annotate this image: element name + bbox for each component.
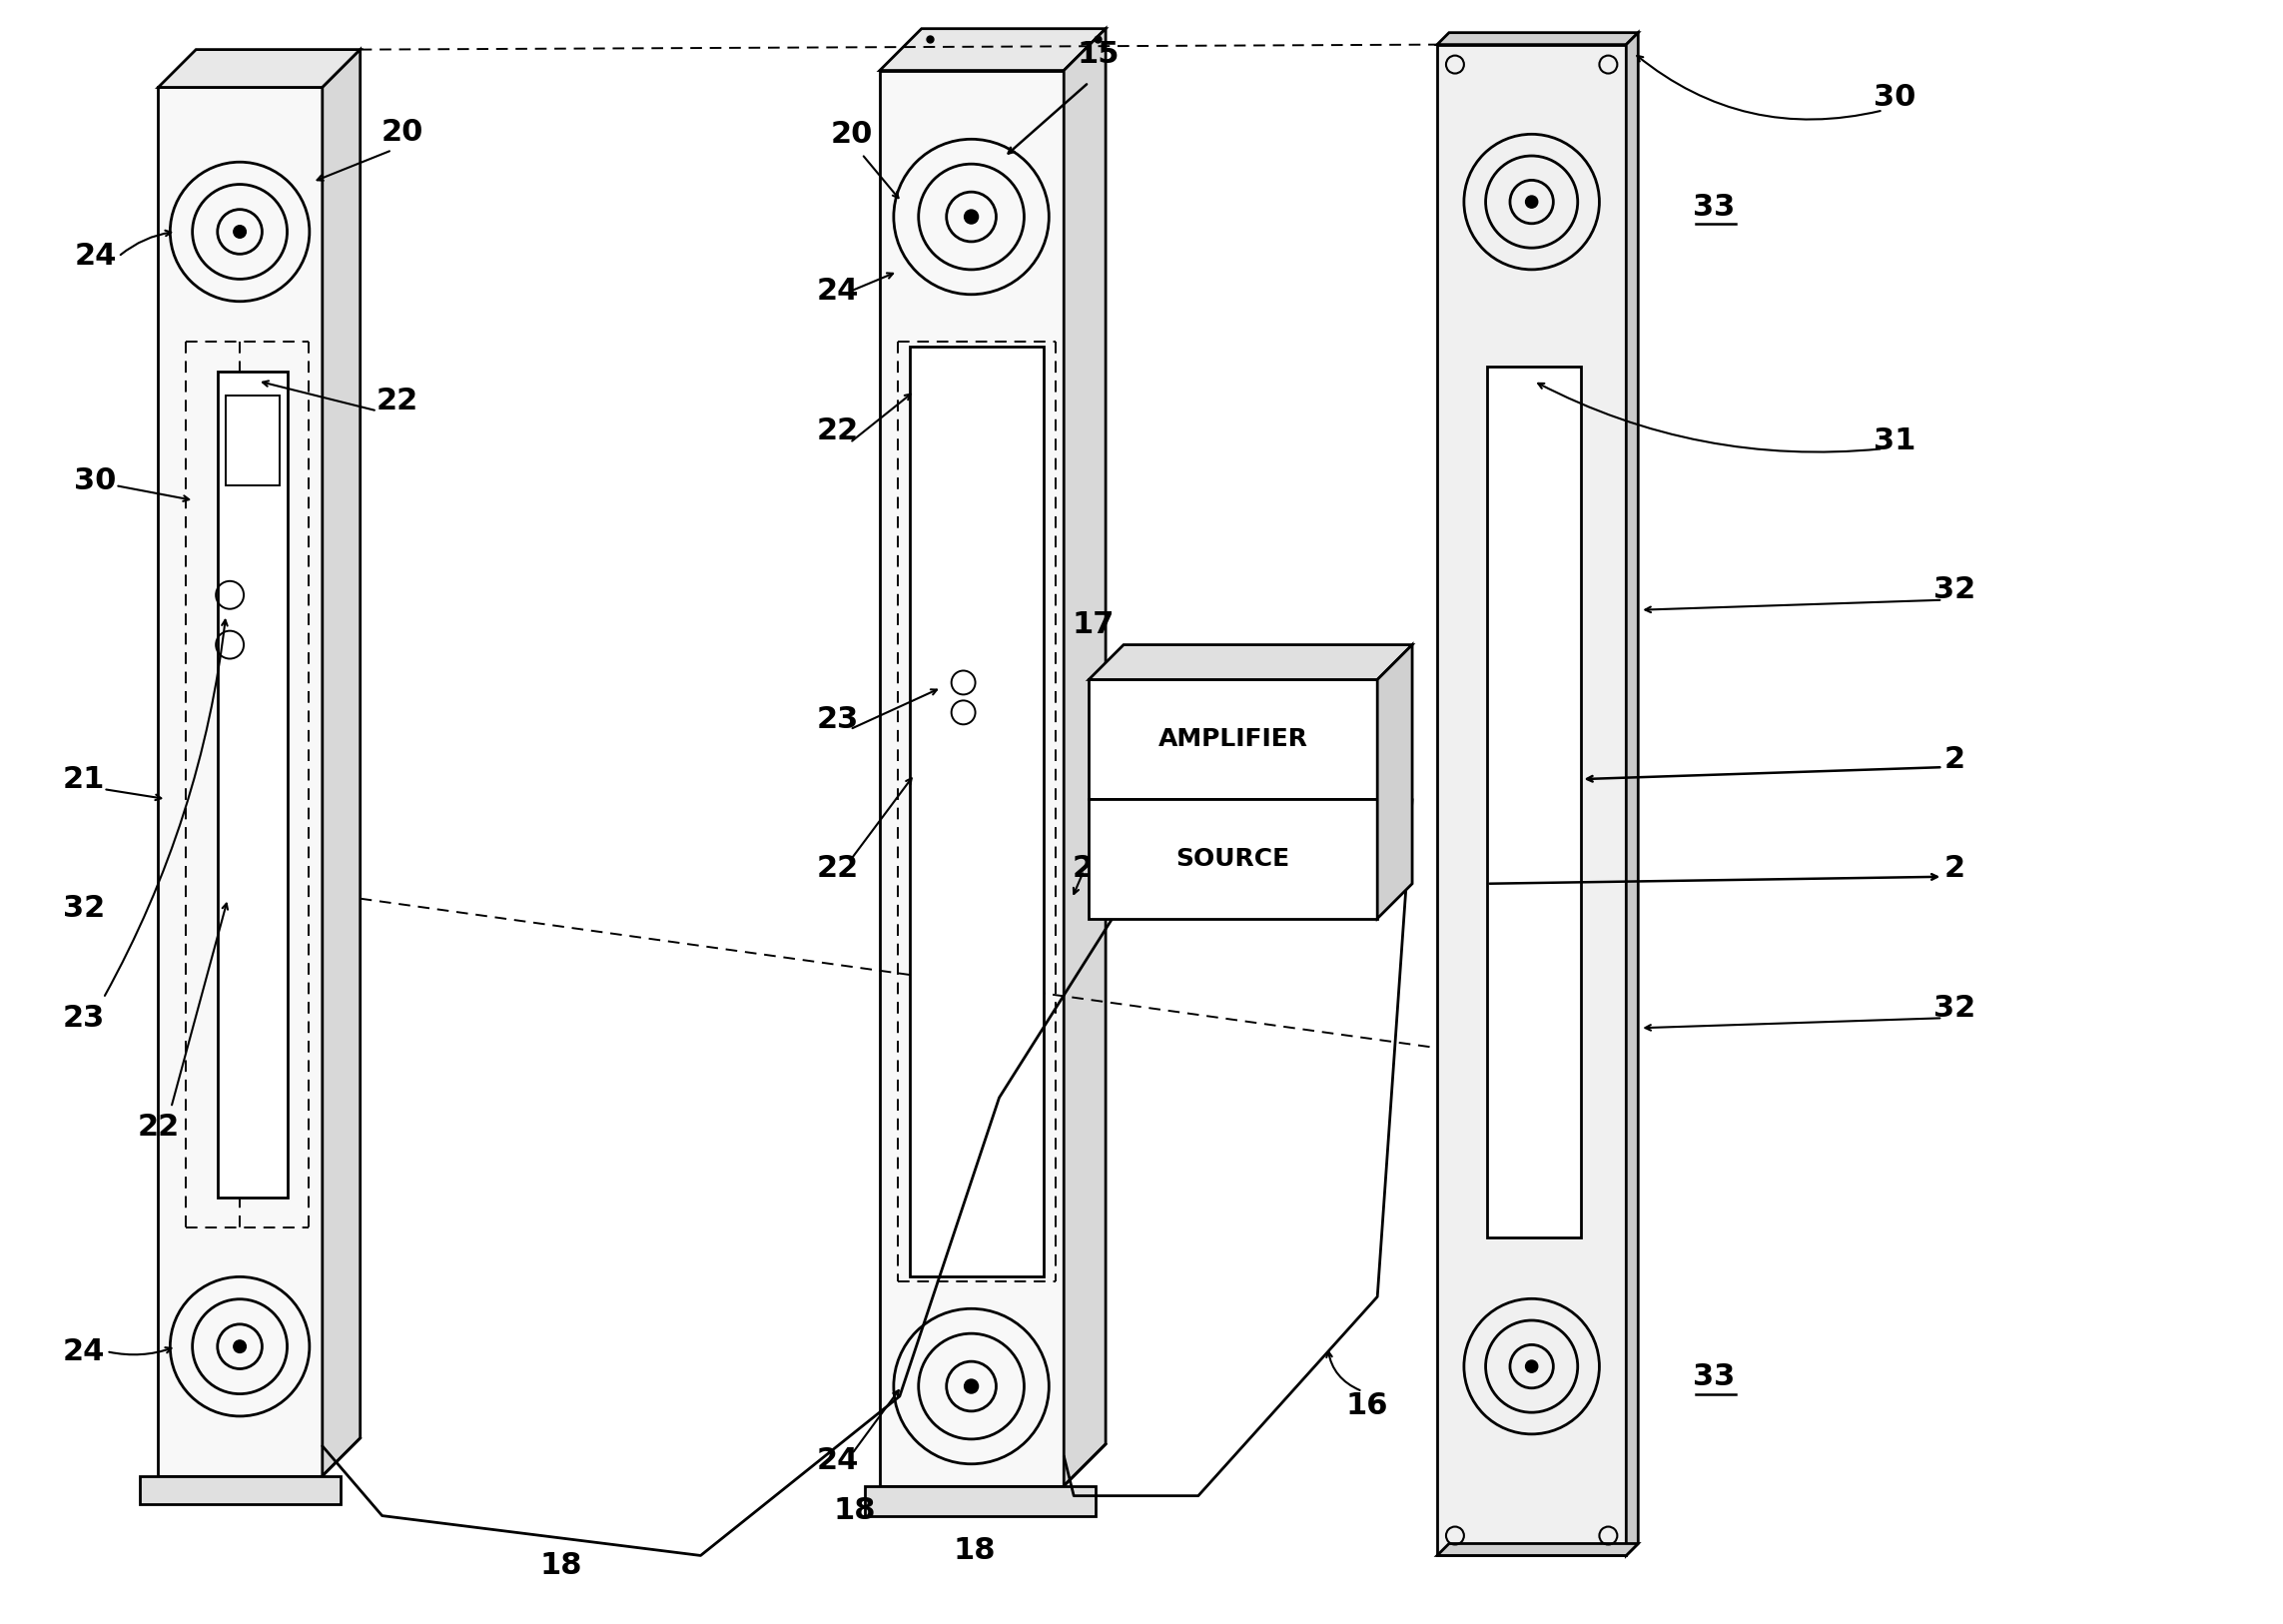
Text: 18: 18 [541,1551,582,1580]
Bar [1436,44,1625,1556]
Text: 17: 17 [1073,611,1114,640]
Text: 23: 23 [62,1004,105,1033]
Text: 24: 24 [62,1337,105,1366]
Text: 32: 32 [62,895,105,922]
Text: 22: 22 [377,387,418,416]
Text: 33: 33 [1692,1363,1735,1390]
Bar [909,346,1043,1276]
Text: 22: 22 [817,416,858,445]
Text: 24: 24 [817,278,858,305]
Text: 24: 24 [75,242,116,271]
Polygon shape [1089,645,1413,679]
Text: 33: 33 [1692,192,1735,221]
Text: 30: 30 [75,466,116,495]
Text: 16: 16 [1347,1392,1388,1421]
Text: 2: 2 [1945,854,1966,883]
Circle shape [963,209,979,224]
Polygon shape [158,50,361,88]
Text: 32: 32 [1934,994,1975,1023]
Bar [1089,799,1377,919]
Polygon shape [1436,32,1639,44]
Polygon shape [1625,32,1639,1556]
Bar [1089,679,1377,799]
Text: 32: 32 [1934,575,1975,604]
Polygon shape [1377,645,1413,919]
Text: 18: 18 [833,1496,877,1525]
Polygon shape [1436,1543,1639,1556]
Text: 30: 30 [1874,83,1915,112]
Circle shape [233,226,247,239]
Text: AMPLIFIER: AMPLIFIER [1157,728,1308,752]
Bar [1486,365,1582,1237]
Bar [158,88,322,1476]
Text: 22: 22 [817,854,858,883]
Text: 21: 21 [62,765,105,794]
Text: 20: 20 [381,117,422,146]
Text: 15: 15 [1078,41,1121,68]
Circle shape [233,1340,247,1353]
Text: 21: 21 [1073,854,1114,883]
Text: 20: 20 [831,120,872,149]
Bar [226,396,279,486]
Polygon shape [322,50,361,1476]
Circle shape [1525,1361,1539,1372]
Text: 22: 22 [137,1112,180,1142]
Circle shape [1525,197,1539,208]
Circle shape [963,1379,979,1393]
Text: 24: 24 [817,1447,858,1476]
Text: SOURCE: SOURCE [1176,846,1290,870]
Bar [865,1486,1096,1515]
Text: 2: 2 [1945,745,1966,773]
Bar [139,1476,340,1504]
Bar [879,70,1064,1486]
Text: 23: 23 [817,705,858,734]
Bar [217,370,288,1197]
Text: 31: 31 [1874,425,1915,455]
Text: 18: 18 [952,1536,995,1566]
Polygon shape [879,29,1105,70]
Polygon shape [1064,29,1105,1486]
